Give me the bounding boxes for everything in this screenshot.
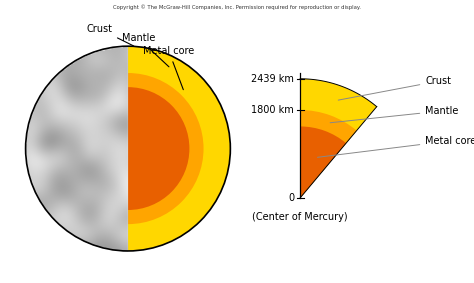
Text: Mantle: Mantle — [121, 33, 169, 67]
Text: Copyright © The McGraw-Hill Companies, Inc. Permission required for reproduction: Copyright © The McGraw-Hill Companies, I… — [113, 4, 361, 10]
Text: Metal core: Metal core — [318, 136, 474, 157]
Text: 2439 km: 2439 km — [251, 74, 294, 84]
Wedge shape — [128, 87, 190, 210]
Wedge shape — [300, 110, 356, 198]
Text: (Center of Mercury): (Center of Mercury) — [252, 212, 348, 222]
Text: Metal core: Metal core — [143, 46, 194, 90]
Text: 0: 0 — [288, 193, 294, 203]
Text: Crust: Crust — [86, 24, 134, 46]
Text: Crust: Crust — [338, 76, 451, 100]
Text: Mantle: Mantle — [330, 106, 459, 123]
Wedge shape — [300, 79, 377, 198]
Wedge shape — [300, 127, 346, 198]
Wedge shape — [128, 46, 230, 251]
Wedge shape — [128, 73, 203, 224]
Text: 1800 km: 1800 km — [251, 105, 294, 115]
